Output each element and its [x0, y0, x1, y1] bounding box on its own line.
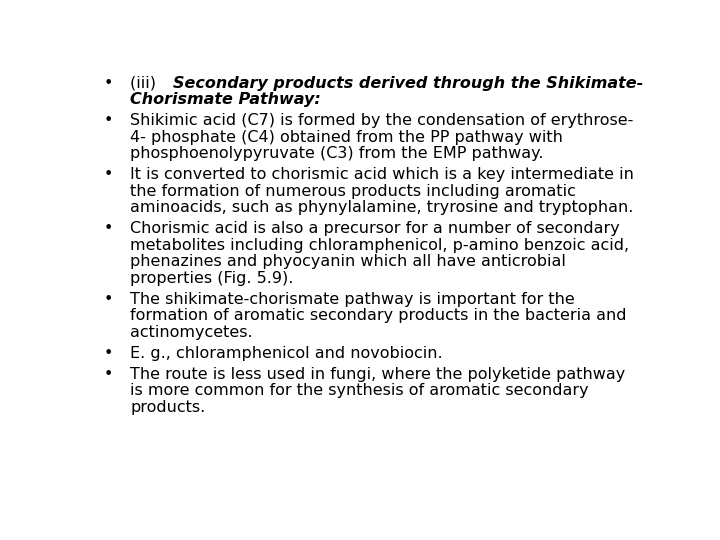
Text: E. g., chloramphenicol and novobiocin.: E. g., chloramphenicol and novobiocin. [130, 346, 443, 361]
Text: formation of aromatic secondary products in the bacteria and: formation of aromatic secondary products… [130, 308, 627, 323]
Text: aminoacids, such as phynylalamine, tryrosine and tryptophan.: aminoacids, such as phynylalamine, tryro… [130, 200, 634, 215]
Text: •: • [104, 76, 113, 91]
Text: Secondary products derived through the Shikimate-: Secondary products derived through the S… [174, 76, 644, 91]
Text: (iii): (iii) [130, 76, 161, 91]
Text: •: • [104, 113, 113, 128]
Text: Shikimic acid (C7) is formed by the condensation of erythrose-: Shikimic acid (C7) is formed by the cond… [130, 113, 634, 128]
Text: •: • [104, 167, 113, 182]
Text: is more common for the synthesis of aromatic secondary: is more common for the synthesis of arom… [130, 383, 589, 398]
Text: properties (Fig. 5.9).: properties (Fig. 5.9). [130, 271, 294, 286]
Text: the formation of numerous products including aromatic: the formation of numerous products inclu… [130, 184, 576, 199]
Text: The route is less used in fungi, where the polyketide pathway: The route is less used in fungi, where t… [130, 367, 626, 382]
Text: Chorismate Pathway:: Chorismate Pathway: [130, 92, 321, 107]
Text: Chorismic acid is also a precursor for a number of secondary: Chorismic acid is also a precursor for a… [130, 221, 620, 236]
Text: products.: products. [130, 400, 205, 415]
Text: metabolites including chloramphenicol, p-amino benzoic acid,: metabolites including chloramphenicol, p… [130, 238, 629, 253]
Text: 4- phosphate (C4) obtained from the PP pathway with: 4- phosphate (C4) obtained from the PP p… [130, 130, 563, 145]
Text: •: • [104, 367, 113, 382]
Text: It is converted to chorismic acid which is a key intermediate in: It is converted to chorismic acid which … [130, 167, 634, 182]
Text: •: • [104, 221, 113, 236]
Text: actinomycetes.: actinomycetes. [130, 325, 253, 340]
Text: The shikimate-chorismate pathway is important for the: The shikimate-chorismate pathway is impo… [130, 292, 575, 307]
Text: •: • [104, 346, 113, 361]
Text: phosphoenolypyruvate (C3) from the EMP pathway.: phosphoenolypyruvate (C3) from the EMP p… [130, 146, 544, 161]
Text: •: • [104, 292, 113, 307]
Text: phenazines and phyocyanin which all have anticrobial: phenazines and phyocyanin which all have… [130, 254, 566, 269]
